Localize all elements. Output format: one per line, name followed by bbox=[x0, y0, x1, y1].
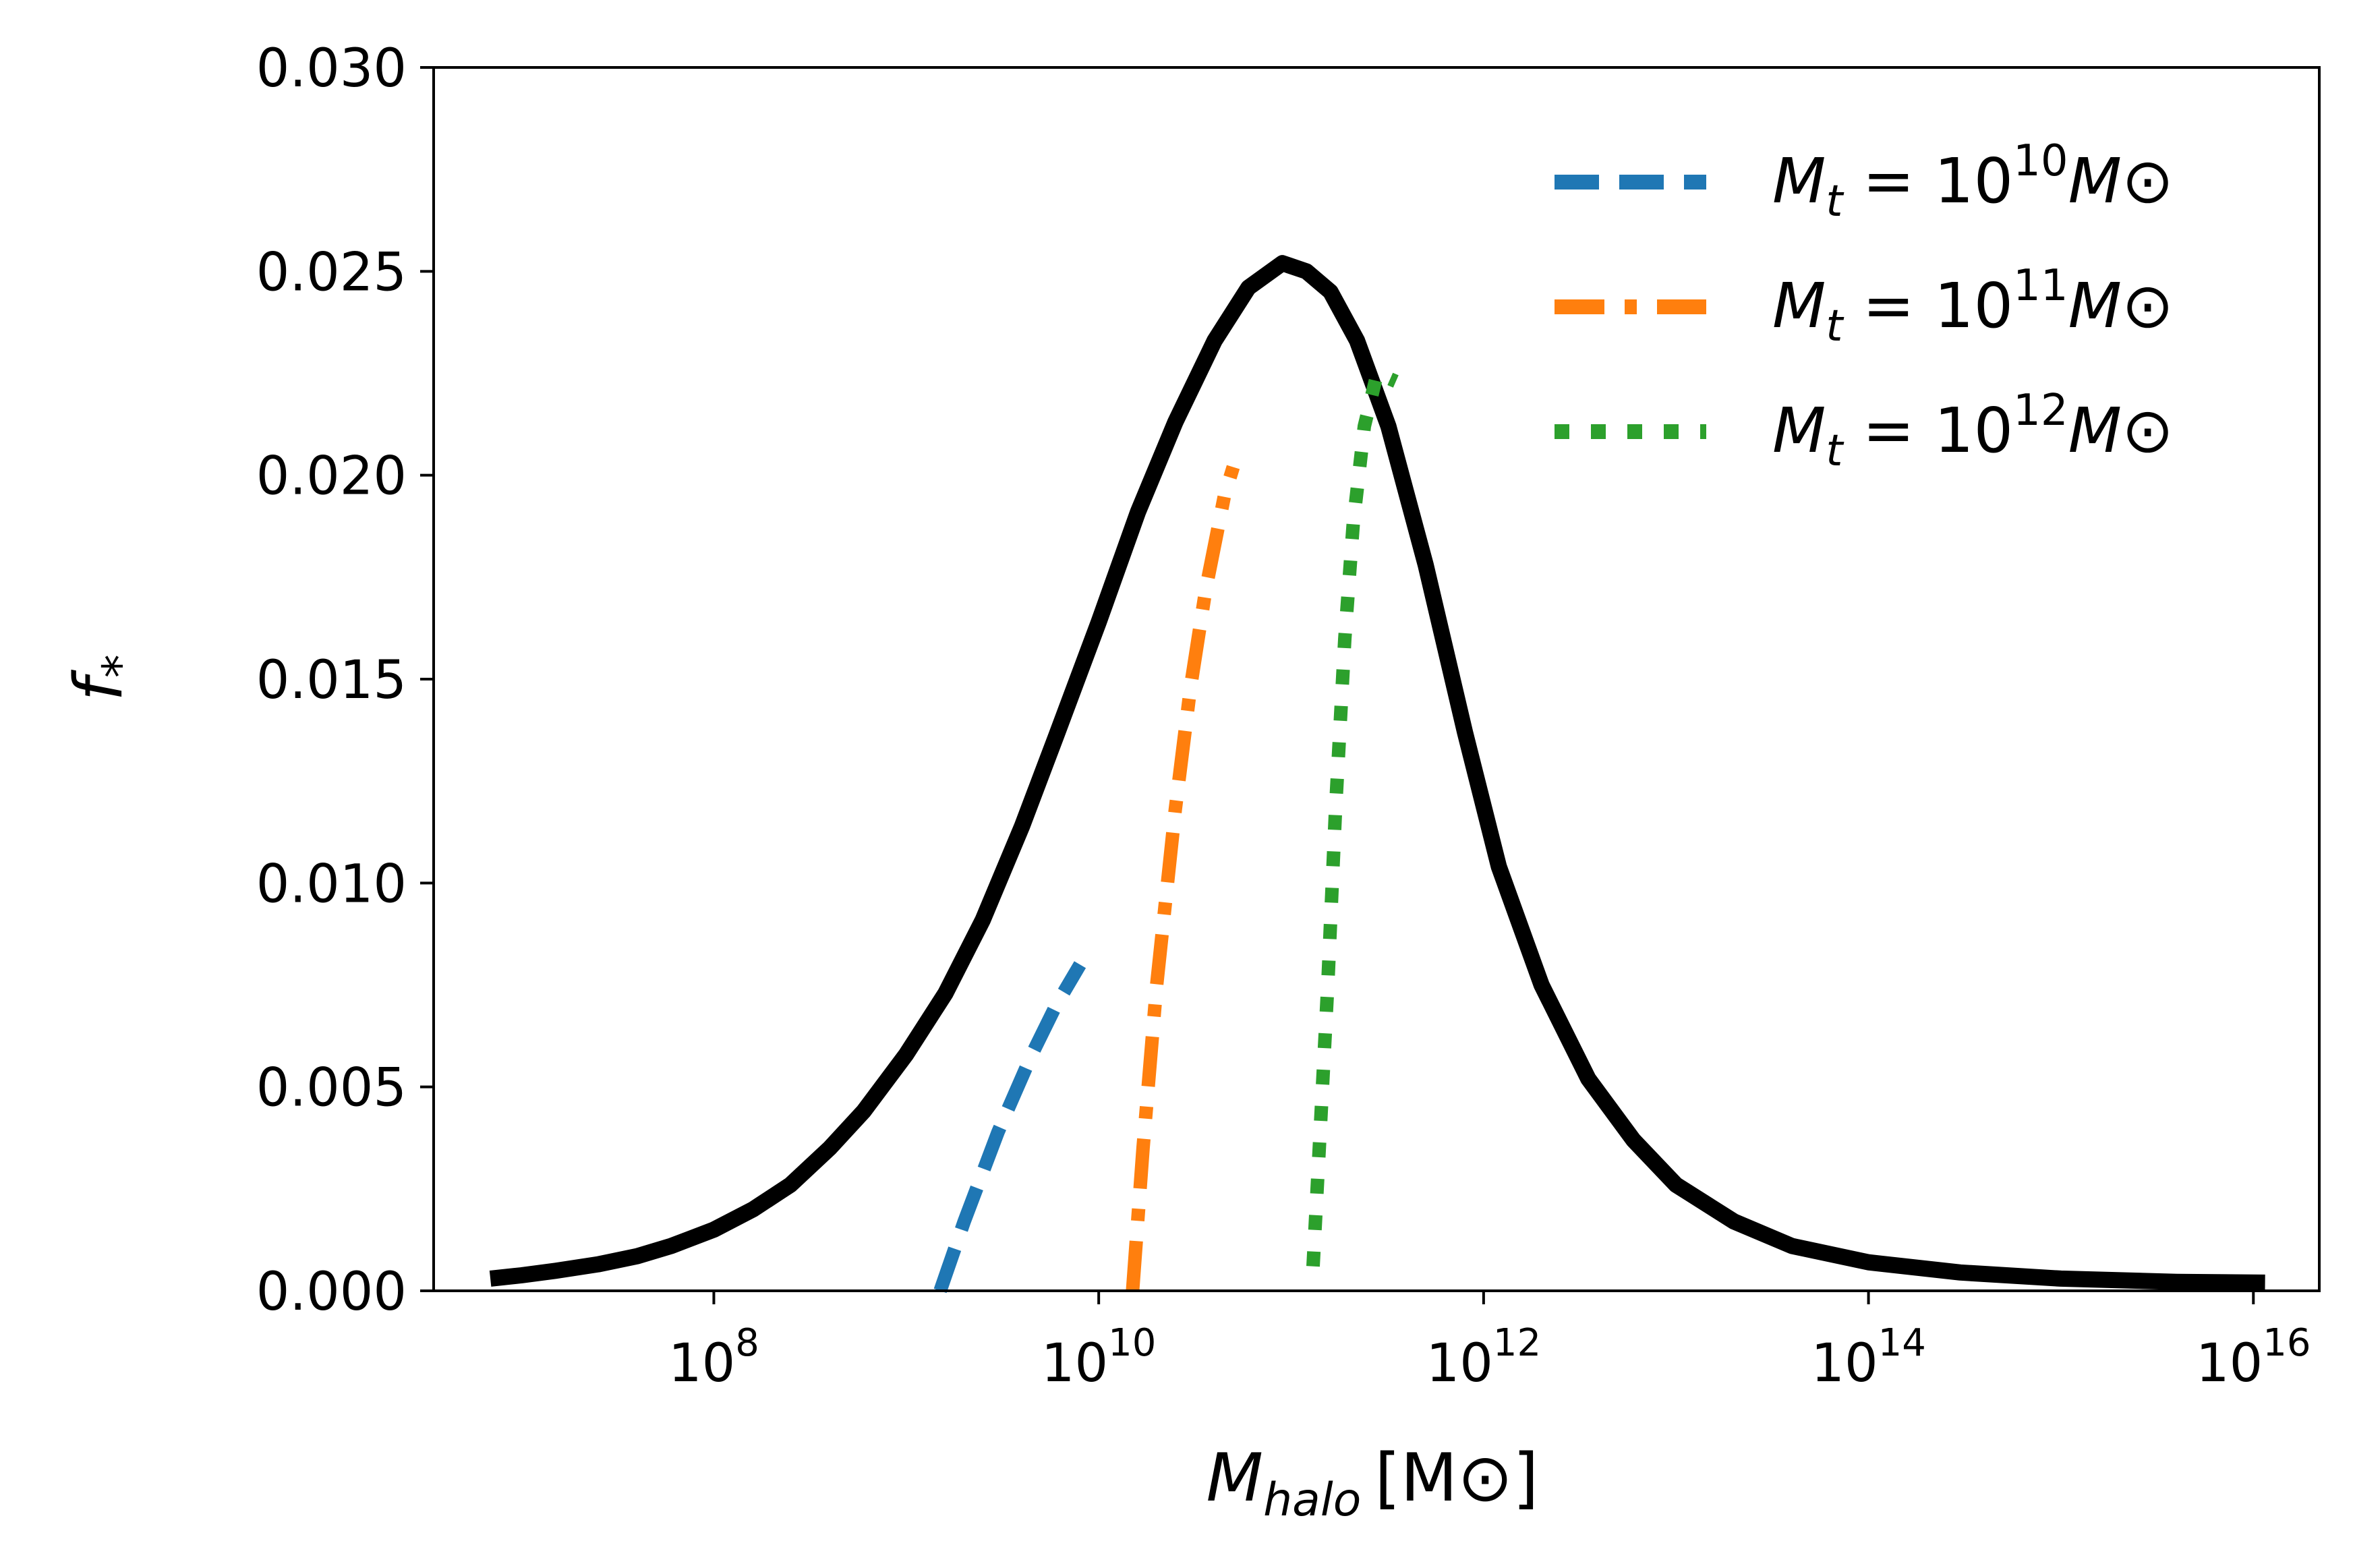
series-line-2 bbox=[1126, 465, 1240, 1291]
legend-label: Mt = 1011M⊙ bbox=[1772, 261, 2174, 351]
legend-label: Mt = 1012M⊙ bbox=[1772, 386, 2174, 476]
x-tick-label: 1016 bbox=[2196, 1321, 2311, 1394]
x-tick-label: 1012 bbox=[1426, 1321, 1542, 1394]
x-axis-label: Mhalo [M⊙] bbox=[1207, 1440, 1539, 1527]
x-tick-label: 108 bbox=[668, 1321, 759, 1394]
y-tick-label: 0.015 bbox=[256, 650, 407, 711]
y-tick-label: 0.000 bbox=[256, 1262, 407, 1323]
y-tick-label: 0.020 bbox=[256, 446, 407, 507]
legend: Mt = 1010M⊙ Mt = 1011M⊙ Mt = 1012M⊙ bbox=[1555, 136, 2174, 476]
y-tick-label: 0.010 bbox=[256, 854, 407, 914]
y-axis-ticks: 0.000 0.005 0.010 0.015 0.020 0.025 0.030 bbox=[256, 38, 434, 1323]
y-tick-label: 0.030 bbox=[256, 38, 407, 99]
plot-frame bbox=[432, 66, 2321, 1292]
total-curve-line bbox=[489, 255, 2265, 1291]
series-line-1 bbox=[933, 961, 1086, 1294]
series-line-3 bbox=[1306, 366, 1399, 1267]
y-tick-label: 0.025 bbox=[256, 242, 407, 303]
x-tick-label: 1010 bbox=[1041, 1321, 1157, 1394]
legend-label: Mt = 1010M⊙ bbox=[1772, 136, 2174, 227]
x-axis-ticks: 108 1010 1012 1014 1016 bbox=[668, 1291, 2311, 1394]
y-tick-label: 0.005 bbox=[256, 1058, 407, 1119]
x-tick-label: 1014 bbox=[1811, 1321, 1926, 1394]
y-axis-label: f* bbox=[61, 654, 148, 701]
plot-lines bbox=[489, 255, 2265, 1294]
